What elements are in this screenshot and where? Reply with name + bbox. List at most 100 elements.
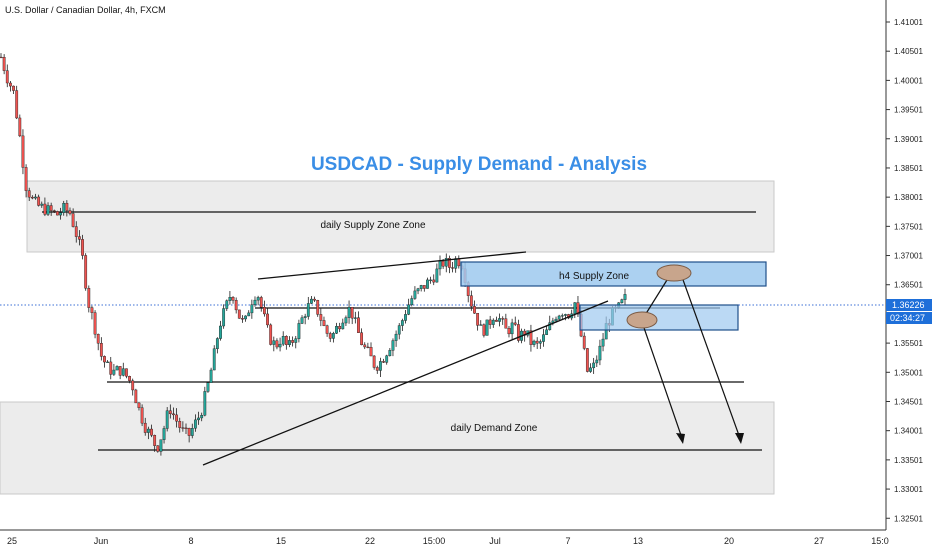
- candle-body[interactable]: [121, 368, 125, 376]
- candle-body[interactable]: [178, 421, 182, 428]
- candle-body[interactable]: [125, 368, 128, 377]
- candle-body[interactable]: [118, 366, 122, 376]
- candle-body[interactable]: [432, 279, 436, 283]
- candle-body[interactable]: [592, 362, 596, 369]
- candle-body[interactable]: [620, 299, 624, 303]
- candle-body[interactable]: [548, 322, 552, 331]
- candle-body[interactable]: [554, 318, 558, 322]
- candle-body[interactable]: [250, 304, 254, 314]
- candle-body[interactable]: [413, 290, 417, 299]
- candle-body[interactable]: [306, 303, 310, 317]
- candle-body[interactable]: [382, 361, 385, 363]
- candle-body[interactable]: [444, 258, 448, 267]
- candle-body[interactable]: [222, 308, 226, 327]
- candle-body[interactable]: [297, 323, 301, 339]
- candle-body[interactable]: [65, 202, 69, 211]
- candle-body[interactable]: [498, 318, 501, 322]
- candle-body[interactable]: [397, 325, 401, 335]
- candle-body[interactable]: [197, 417, 200, 421]
- candle-body[interactable]: [244, 315, 247, 320]
- candle-body[interactable]: [316, 300, 320, 315]
- upper-trendline[interactable]: [257, 251, 527, 280]
- candle-body[interactable]: [209, 369, 213, 383]
- candle-body[interactable]: [0, 56, 3, 59]
- time-axis[interactable]: 25 Jun 8 15 22 15:00 Jul 7 13 20 27 15:0: [0, 529, 889, 546]
- candle-body[interactable]: [184, 427, 188, 429]
- candle-body[interactable]: [338, 326, 342, 330]
- candle-body[interactable]: [93, 312, 97, 335]
- candle-body[interactable]: [262, 307, 266, 315]
- candle-body[interactable]: [291, 340, 295, 343]
- candle-body[interactable]: [573, 302, 577, 315]
- candle-body[interactable]: [24, 167, 28, 191]
- candle-body[interactable]: [448, 258, 451, 268]
- candle-body[interactable]: [476, 312, 480, 326]
- candle-body[interactable]: [153, 435, 157, 446]
- candle-body[interactable]: [21, 135, 25, 168]
- candle-body[interactable]: [162, 428, 166, 440]
- candle-body[interactable]: [168, 410, 172, 415]
- candle-body[interactable]: [140, 407, 144, 424]
- candle-body[interactable]: [501, 318, 505, 320]
- candle-body[interactable]: [234, 300, 238, 311]
- candle-body[interactable]: [99, 343, 103, 357]
- candle-body[interactable]: [303, 316, 307, 318]
- candle-body[interactable]: [360, 332, 364, 346]
- arrow-2-line[interactable]: [681, 276, 742, 442]
- candle-body[interactable]: [473, 306, 476, 314]
- candle-body[interactable]: [241, 318, 244, 320]
- candle-body[interactable]: [516, 324, 520, 341]
- candle-body[interactable]: [247, 312, 251, 317]
- candle-body[interactable]: [37, 196, 41, 206]
- candle-body[interactable]: [479, 324, 483, 326]
- candle-body[interactable]: [538, 341, 542, 344]
- candle-body[interactable]: [416, 288, 420, 292]
- candle-body[interactable]: [560, 315, 564, 317]
- candle-body[interactable]: [482, 324, 486, 336]
- candle-body[interactable]: [385, 355, 389, 363]
- candle-body[interactable]: [322, 320, 326, 326]
- candle-body[interactable]: [81, 239, 84, 256]
- candle-body[interactable]: [335, 326, 338, 334]
- rising-trendline[interactable]: [202, 300, 609, 466]
- candle-body[interactable]: [350, 307, 354, 319]
- candle-body[interactable]: [109, 361, 113, 375]
- candle-body[interactable]: [150, 428, 153, 436]
- candle-body[interactable]: [391, 340, 395, 351]
- candle-body[interactable]: [190, 428, 194, 436]
- candle-body[interactable]: [256, 297, 260, 301]
- candle-body[interactable]: [369, 347, 373, 357]
- candle-body[interactable]: [219, 325, 222, 339]
- candle-body[interactable]: [84, 255, 88, 289]
- candle-body[interactable]: [576, 302, 580, 315]
- candle-body[interactable]: [131, 380, 135, 391]
- candle-body[interactable]: [542, 334, 545, 342]
- candle-body[interactable]: [275, 340, 279, 348]
- candle-body[interactable]: [281, 336, 285, 345]
- candle-body[interactable]: [203, 391, 207, 416]
- candle-body[interactable]: [585, 348, 589, 372]
- target-marker-upper[interactable]: [656, 264, 692, 282]
- candle-body[interactable]: [438, 260, 442, 270]
- candle-body[interactable]: [225, 300, 229, 309]
- candle-body[interactable]: [212, 348, 216, 371]
- candle-body[interactable]: [366, 346, 370, 348]
- candle-body[interactable]: [495, 319, 498, 322]
- candle-body[interactable]: [206, 382, 210, 392]
- candle-body[interactable]: [106, 361, 110, 363]
- h4-supply-zone[interactable]: [460, 261, 767, 287]
- candle-body[interactable]: [410, 298, 414, 306]
- target-marker-lower[interactable]: [626, 311, 658, 329]
- candle-body[interactable]: [112, 369, 116, 375]
- candle-body[interactable]: [228, 297, 232, 301]
- candle-body[interactable]: [564, 314, 567, 316]
- candle-body[interactable]: [71, 213, 75, 227]
- candle-body[interactable]: [156, 445, 160, 452]
- candle-body[interactable]: [485, 319, 489, 336]
- candle-body[interactable]: [194, 419, 197, 429]
- candle-body[interactable]: [313, 298, 316, 301]
- candle-body[interactable]: [74, 226, 78, 237]
- candle-body[interactable]: [353, 317, 357, 319]
- candle-body[interactable]: [172, 413, 175, 416]
